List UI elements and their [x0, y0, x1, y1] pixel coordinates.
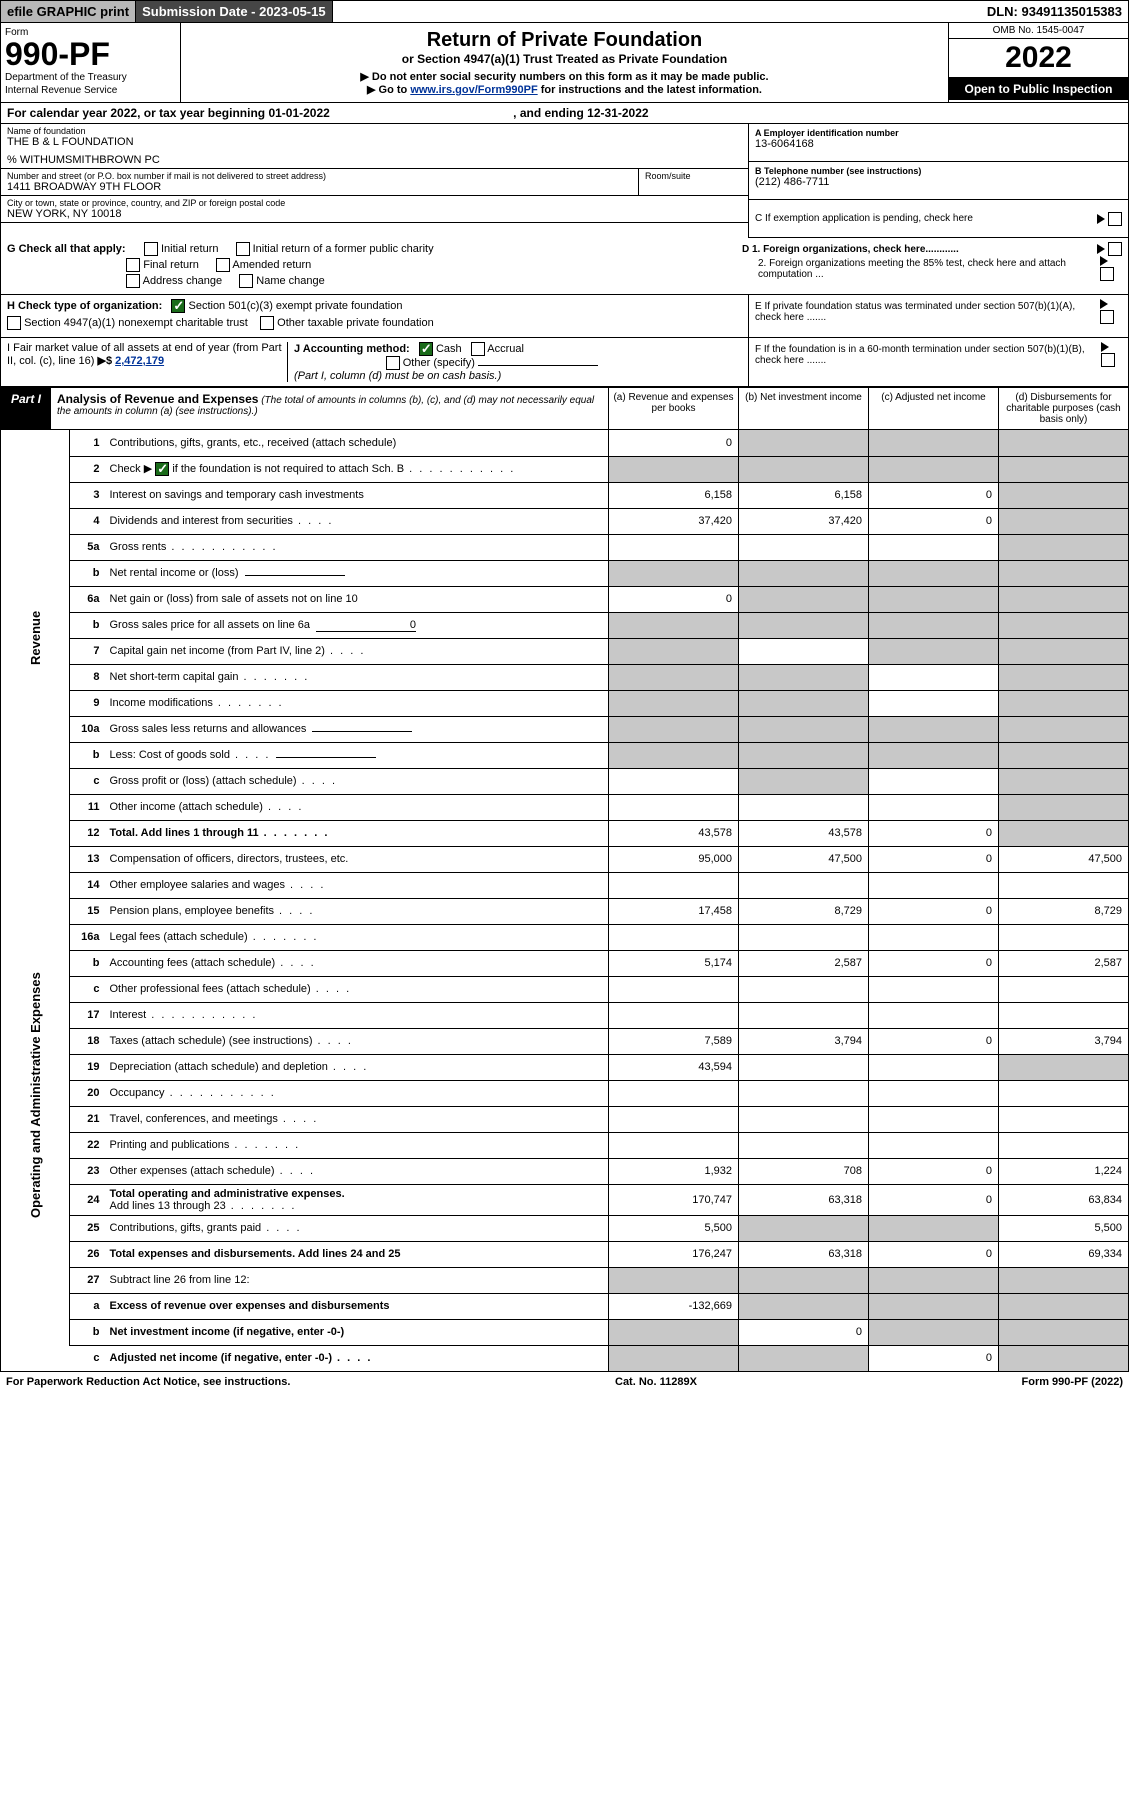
part1-header: Part I Analysis of Revenue and Expenses …: [0, 387, 1129, 430]
foundation-name: THE B & L FOUNDATION: [7, 136, 742, 148]
revenue-side-label: Revenue: [1, 430, 70, 846]
page-footer: For Paperwork Reduction Act Notice, see …: [0, 1372, 1129, 1392]
goto-suffix: for instructions and the latest informat…: [538, 84, 762, 96]
h-4947-checkbox[interactable]: [7, 316, 21, 330]
h-block: H Check type of organization: Section 50…: [0, 295, 1129, 338]
room-label: Room/suite: [645, 171, 742, 181]
g-name-checkbox[interactable]: [239, 274, 253, 288]
entity-info-block: Name of foundation THE B & L FOUNDATION …: [0, 124, 1129, 238]
col-a-header: (a) Revenue and expenses per books: [608, 388, 738, 429]
top-bar: efile GRAPHIC print Submission Date - 20…: [0, 0, 1129, 23]
submission-date: Submission Date - 2023-05-15: [136, 1, 333, 22]
name-label: Name of foundation: [7, 126, 742, 136]
arrow-icon: [1100, 299, 1108, 309]
form-title: Return of Private Foundation: [187, 29, 942, 52]
form-subtitle: or Section 4947(a)(1) Trust Treated as P…: [187, 52, 942, 66]
city-state-zip: NEW YORK, NY 10018: [7, 208, 742, 220]
tel-label: B Telephone number (see instructions): [755, 166, 1122, 176]
ein-label: A Employer identification number: [755, 128, 1122, 138]
d1-label: D 1. Foreign organizations, check here..…: [742, 244, 959, 255]
g-initial-checkbox[interactable]: [144, 242, 158, 256]
g-check-block: G Check all that apply: Initial return I…: [0, 238, 1129, 295]
j-cash-checkbox[interactable]: [419, 342, 433, 356]
d2-checkbox[interactable]: [1100, 267, 1114, 281]
e-checkbox[interactable]: [1100, 310, 1114, 324]
dln-label: DLN: 93491135015383: [981, 1, 1128, 22]
form-ref: Form 990-PF (2022): [1022, 1376, 1123, 1388]
goto-prefix: ▶ Go to: [367, 84, 410, 96]
c-checkbox[interactable]: [1108, 212, 1122, 226]
efile-print-button[interactable]: efile GRAPHIC print: [1, 1, 136, 22]
arrow-icon: [1097, 214, 1105, 224]
care-of: % WITHUMSMITHBROWN PC: [7, 154, 742, 166]
f-label: F If the foundation is in a 60-month ter…: [755, 344, 1101, 366]
arrow-icon: [1100, 256, 1108, 266]
g-label: G Check all that apply:: [7, 243, 126, 255]
g-initial-former-checkbox[interactable]: [236, 242, 250, 256]
irs-link[interactable]: www.irs.gov/Form990PF: [410, 84, 537, 96]
ij-block: I Fair market value of all assets at end…: [0, 338, 1129, 387]
expenses-side-label: Operating and Administrative Expenses: [1, 846, 70, 1345]
col-c-header: (c) Adjusted net income: [868, 388, 998, 429]
irs-label: Internal Revenue Service: [5, 85, 176, 96]
arrow-icon: [1097, 244, 1105, 254]
g-addr-checkbox[interactable]: [126, 274, 140, 288]
j-accrual-checkbox[interactable]: [471, 342, 485, 356]
street-address: 1411 BROADWAY 9TH FLOOR: [7, 181, 632, 193]
open-inspection: Open to Public Inspection: [949, 78, 1128, 100]
col-d-header: (d) Disbursements for charitable purpose…: [998, 388, 1128, 429]
g-final-checkbox[interactable]: [126, 258, 140, 272]
calendar-year-row: For calendar year 2022, or tax year begi…: [0, 103, 1129, 124]
d1-checkbox[interactable]: [1108, 242, 1122, 256]
part1-title: Analysis of Revenue and Expenses: [57, 392, 258, 406]
h-label: H Check type of organization:: [7, 300, 162, 312]
j-note: (Part I, column (d) must be on cash basi…: [294, 370, 501, 382]
col-b-header: (b) Net investment income: [738, 388, 868, 429]
cat-number: Cat. No. 11289X: [615, 1376, 697, 1388]
omb-number: OMB No. 1545-0047: [949, 23, 1128, 39]
fmv-link[interactable]: 2,472,179: [115, 355, 164, 367]
h-501c3-checkbox[interactable]: [171, 299, 185, 313]
e-label: E If private foundation status was termi…: [755, 301, 1100, 323]
arrow-icon: [1101, 342, 1109, 352]
ein-value: 13-6064168: [755, 138, 1122, 150]
part1-table: Revenue 1Contributions, gifts, grants, e…: [0, 430, 1129, 1372]
f-checkbox[interactable]: [1101, 353, 1115, 367]
h-other-checkbox[interactable]: [260, 316, 274, 330]
part1-tab: Part I: [1, 388, 51, 429]
tax-year: 2022: [949, 39, 1128, 78]
form-header: Form 990-PF Department of the Treasury I…: [0, 23, 1129, 103]
paperwork-notice: For Paperwork Reduction Act Notice, see …: [6, 1376, 290, 1388]
j-label: J Accounting method:: [294, 343, 410, 355]
city-label: City or town, state or province, country…: [7, 198, 742, 208]
ssn-warning: ▶ Do not enter social security numbers o…: [360, 71, 768, 83]
form-number: 990-PF: [5, 38, 176, 70]
d2-label: 2. Foreign organizations meeting the 85%…: [742, 258, 1100, 280]
c-label: C If exemption application is pending, c…: [755, 213, 973, 224]
g-amended-checkbox[interactable]: [216, 258, 230, 272]
tel-value: (212) 486-7711: [755, 176, 1122, 188]
dept-treasury: Department of the Treasury: [5, 72, 176, 83]
schb-checkbox[interactable]: [155, 462, 169, 476]
addr-label: Number and street (or P.O. box number if…: [7, 171, 632, 181]
j-other-checkbox[interactable]: [386, 356, 400, 370]
